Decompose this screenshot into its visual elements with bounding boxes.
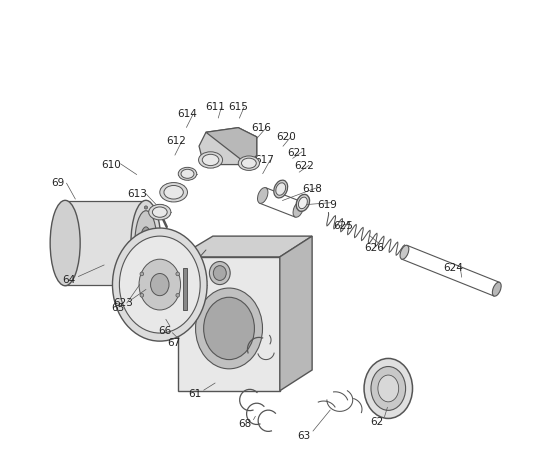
Text: 610: 610	[102, 160, 121, 169]
Ellipse shape	[181, 169, 194, 178]
Ellipse shape	[140, 227, 152, 259]
Text: 69: 69	[52, 178, 65, 188]
Text: 67: 67	[167, 338, 180, 348]
Ellipse shape	[199, 152, 223, 168]
Ellipse shape	[274, 180, 287, 198]
Ellipse shape	[144, 277, 148, 280]
Ellipse shape	[400, 245, 409, 259]
Text: 611: 611	[205, 102, 225, 112]
Text: 614: 614	[178, 109, 198, 119]
Ellipse shape	[371, 367, 406, 410]
Ellipse shape	[176, 294, 180, 297]
Ellipse shape	[160, 182, 188, 202]
Text: 613: 613	[127, 188, 147, 199]
Polygon shape	[199, 128, 257, 164]
Ellipse shape	[364, 358, 412, 419]
Text: 612: 612	[166, 137, 186, 146]
Ellipse shape	[140, 272, 144, 276]
Ellipse shape	[178, 167, 196, 180]
Ellipse shape	[195, 288, 263, 369]
Ellipse shape	[139, 259, 180, 310]
Ellipse shape	[241, 158, 256, 168]
Polygon shape	[183, 269, 186, 310]
Text: 615: 615	[228, 102, 248, 112]
Text: 622: 622	[294, 161, 314, 171]
Ellipse shape	[204, 297, 254, 360]
Ellipse shape	[164, 186, 183, 199]
Text: 619: 619	[317, 200, 337, 210]
Ellipse shape	[135, 211, 157, 275]
Text: 618: 618	[302, 184, 322, 194]
Ellipse shape	[149, 204, 171, 220]
Ellipse shape	[492, 282, 501, 296]
Ellipse shape	[378, 375, 398, 402]
Ellipse shape	[113, 228, 207, 341]
Text: 68: 68	[239, 419, 252, 430]
Text: 62: 62	[370, 417, 384, 427]
Ellipse shape	[50, 200, 80, 286]
Ellipse shape	[119, 236, 200, 333]
Polygon shape	[65, 201, 146, 285]
Text: 617: 617	[255, 155, 275, 165]
Ellipse shape	[140, 294, 144, 297]
Ellipse shape	[276, 183, 286, 195]
Text: 64: 64	[62, 275, 75, 285]
Ellipse shape	[209, 262, 230, 285]
Ellipse shape	[128, 241, 132, 244]
Ellipse shape	[202, 154, 219, 166]
Ellipse shape	[296, 194, 310, 211]
Ellipse shape	[213, 266, 226, 281]
Text: 66: 66	[158, 326, 171, 336]
Text: 626: 626	[365, 243, 385, 253]
Text: 620: 620	[276, 132, 296, 142]
Text: 624: 624	[443, 263, 463, 273]
Ellipse shape	[131, 200, 161, 286]
Ellipse shape	[293, 201, 304, 217]
Ellipse shape	[176, 272, 180, 276]
Text: 616: 616	[251, 123, 271, 132]
Polygon shape	[178, 257, 280, 391]
Ellipse shape	[258, 188, 268, 203]
Polygon shape	[206, 128, 257, 164]
Polygon shape	[178, 236, 312, 257]
Text: 65: 65	[112, 303, 125, 313]
Text: 623: 623	[113, 298, 133, 308]
Polygon shape	[280, 236, 312, 391]
Ellipse shape	[299, 197, 307, 209]
Ellipse shape	[144, 206, 148, 209]
Ellipse shape	[160, 241, 164, 244]
Text: 621: 621	[287, 148, 307, 157]
Ellipse shape	[238, 156, 260, 170]
Ellipse shape	[153, 207, 167, 217]
Text: 61: 61	[188, 389, 201, 399]
Ellipse shape	[150, 274, 169, 296]
Text: 625: 625	[333, 221, 353, 231]
Text: 63: 63	[297, 431, 311, 440]
